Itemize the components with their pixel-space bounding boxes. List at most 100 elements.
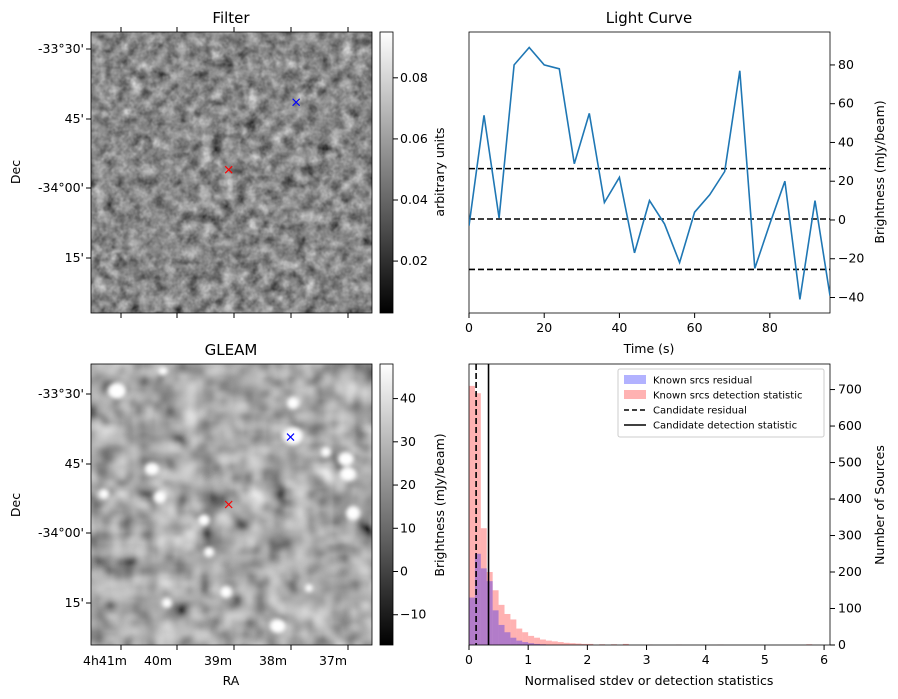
colorbar-tick-label: −10 [400, 607, 426, 622]
colorbar-tick-label: 40 [400, 391, 416, 406]
filter-colorbar [379, 31, 394, 314]
gleam-colorbar [379, 363, 394, 646]
marker-x-0 [292, 98, 301, 107]
histogram-bar [492, 610, 499, 645]
gleam-frame [90, 363, 373, 646]
hist-ytick-label: 500 [838, 455, 862, 470]
colorbar-tick-label: 30 [400, 434, 416, 449]
filter-ytick-1: 45' [65, 111, 84, 126]
gleam-markers [224, 433, 295, 509]
lc-xtick-label: 20 [536, 320, 552, 335]
gleam-ylabel: Dec [8, 493, 23, 517]
histogram-bar [534, 637, 541, 645]
histogram-bar [510, 619, 517, 645]
legend-entry: Candidate detection statistic [653, 421, 797, 432]
gleam-xtick-0: 4h41m [83, 653, 127, 668]
gleam-source [283, 427, 303, 445]
light-curve-frame [468, 31, 831, 314]
hist-ytick-label: 400 [838, 491, 862, 506]
gleam-ytick-3: 15' [65, 595, 84, 610]
colorbar-tick-label: 0.04 [400, 192, 428, 207]
histogram-bar [545, 640, 552, 645]
histogram-legend: Known srcs residual Known srcs detection … [617, 368, 825, 438]
lc-ytick-label: −20 [838, 251, 864, 266]
gleam-source [99, 489, 109, 499]
hist-ytick-label: 300 [838, 528, 862, 543]
filter-title: Filter [212, 9, 250, 27]
histogram-ylabel-right: Number of Sources [872, 445, 887, 565]
histogram-bar [528, 635, 535, 645]
light-curve-thresholds [469, 167, 830, 271]
lc-ytick-label: 80 [838, 57, 854, 72]
filter-colorbar-label: arbitrary units [432, 127, 447, 216]
marker-x-0 [286, 433, 295, 441]
histogram-bar [504, 632, 511, 645]
histogram-bar [540, 639, 546, 645]
legend-swatch [624, 375, 646, 384]
lc-xtick-label: 60 [687, 320, 703, 335]
histogram-bar [534, 643, 541, 645]
histogram-bar [486, 572, 493, 645]
gleam-x-ticks: 4h41m 40m 39m 38m 37m [83, 645, 349, 668]
lc-ytick-label: −40 [838, 289, 864, 304]
light-curve-title: Light Curve [606, 9, 692, 27]
marker-x-1 [224, 500, 233, 509]
hist-xtick-label: 5 [761, 652, 769, 667]
histogram-bar [492, 590, 499, 645]
gleam-source [305, 584, 313, 592]
gleam-xtick-1: 40m [144, 653, 172, 668]
gleam-colorbar-label: Brightness (mJy/beam) [432, 433, 447, 576]
gleam-xlabel: RA [223, 673, 240, 688]
gleam-source [321, 447, 331, 457]
gleam-source [338, 452, 354, 466]
colorbar-tick-label: 0.02 [400, 253, 428, 268]
gleam-source [108, 383, 126, 399]
histogram-xlabel: Normalised stdev or detection statistics [525, 673, 774, 688]
histogram-bar [581, 643, 588, 645]
histogram-bar [486, 581, 493, 645]
gleam-source [287, 397, 299, 409]
gleam-source [270, 619, 286, 633]
lc-xtick-label: 80 [762, 320, 778, 335]
gleam-colorbar-ticks: −10 0 10 20 30 40 [393, 391, 426, 622]
gleam-y-ticks: -33°30' 45' -34°00' 15' [38, 386, 91, 610]
lc-xtick-label: 40 [611, 320, 627, 335]
light-curve-ylabel: Brightness (mJy/beam) [872, 100, 887, 243]
filter-ytick-2: -34°00' [38, 180, 84, 195]
lc-ytick-label: 20 [838, 173, 854, 188]
gleam-ytick-1: 45' [65, 456, 84, 471]
lc-xtick-label: 0 [465, 320, 473, 335]
gleam-source [158, 367, 168, 375]
histogram-bar [504, 613, 511, 645]
histogram-bar [551, 641, 558, 645]
light-curve-panel: Light Curve Time (s) Brightness (mJy/bea… [465, 9, 887, 356]
gleam-ytick-2: -34°00' [38, 525, 84, 540]
hist-xtick-label: 4 [702, 652, 710, 667]
filter-colorbar-ticks: 0.02 0.04 0.06 0.08 [393, 70, 428, 268]
lc-ytick-label: 60 [838, 96, 854, 111]
filter-ytick-0: -33°30' [38, 41, 84, 56]
filter-markers [224, 98, 301, 174]
histogram-bar [474, 553, 481, 645]
marker-x-1 [224, 165, 233, 174]
histogram-bar [522, 642, 529, 645]
gleam-xtick-4: 37m [319, 653, 347, 668]
gleam-image [91, 364, 372, 645]
hist-xtick-label: 2 [583, 652, 591, 667]
histogram-bar [516, 640, 523, 645]
hist-xtick-label: 6 [820, 652, 828, 667]
histogram-bar [516, 628, 523, 645]
gleam-sources [99, 367, 360, 633]
colorbar-tick-label: 0.08 [400, 70, 428, 85]
histogram-bar [575, 643, 582, 645]
light-curve-x-ticks: 0 20 40 60 80 [465, 313, 778, 335]
histogram-bar [510, 637, 517, 645]
hist-xtick-label: 0 [465, 652, 473, 667]
histogram-y-ticks: 0 100 200 300 400 500 600 700 [830, 382, 862, 652]
hist-ytick-label: 200 [838, 564, 862, 579]
lc-ytick-label: 0 [838, 212, 846, 227]
hist-ytick-label: 700 [838, 382, 862, 397]
light-curve-xlabel: Time (s) [623, 341, 675, 356]
gleam-source [346, 506, 360, 520]
histogram-x-ticks: 0 1 2 3 4 5 6 [465, 645, 828, 667]
